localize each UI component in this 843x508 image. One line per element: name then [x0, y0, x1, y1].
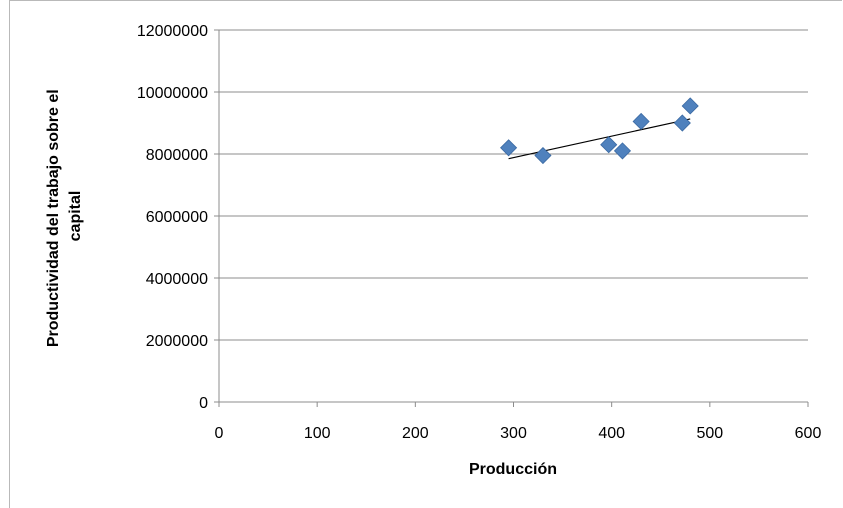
x-tick-label: 400 [598, 425, 625, 442]
y-tick-label: 0 [199, 395, 208, 412]
y-tick-label: 8000000 [146, 147, 208, 164]
y-axis-title: Productividad del trabajo sobre el capit… [45, 85, 84, 347]
gridlines [219, 29, 808, 341]
axes [214, 29, 809, 407]
y-tick-label: 4000000 [146, 271, 208, 288]
trendline [508, 118, 691, 160]
x-tick-label: 0 [215, 425, 224, 442]
x-tick-label: 600 [795, 425, 822, 442]
y-tick-label: 2000000 [146, 333, 208, 350]
trendline-group [508, 118, 691, 160]
x-tick-label: 300 [500, 425, 527, 442]
data-point [500, 139, 518, 157]
chart-frame [9, 0, 842, 508]
x-tick-label: 500 [696, 425, 723, 442]
y-tick-label: 6000000 [146, 209, 208, 226]
y-tick-label: 12000000 [137, 23, 208, 40]
data-point [613, 142, 632, 160]
data-point [534, 146, 552, 165]
y-axis-title-line-2: capital [67, 191, 84, 242]
x-tick-label: 200 [402, 425, 429, 442]
data-point [673, 114, 691, 132]
x-axis-title: Producción [469, 461, 557, 478]
y-axis-title-line-1: Productividad del trabajo sobre el [45, 89, 62, 347]
data-point [632, 112, 650, 131]
y-tick-labels: 0 2000000 4000000 6000000 8000000 10000000 120… [137, 23, 208, 412]
data-point [600, 136, 618, 154]
data-points [500, 97, 699, 165]
x-tick-labels: 0 100 200 300 400 500 600 [215, 425, 822, 442]
data-point [681, 97, 699, 115]
x-tick-label: 100 [304, 425, 331, 442]
y-tick-label: 10000000 [137, 85, 208, 102]
